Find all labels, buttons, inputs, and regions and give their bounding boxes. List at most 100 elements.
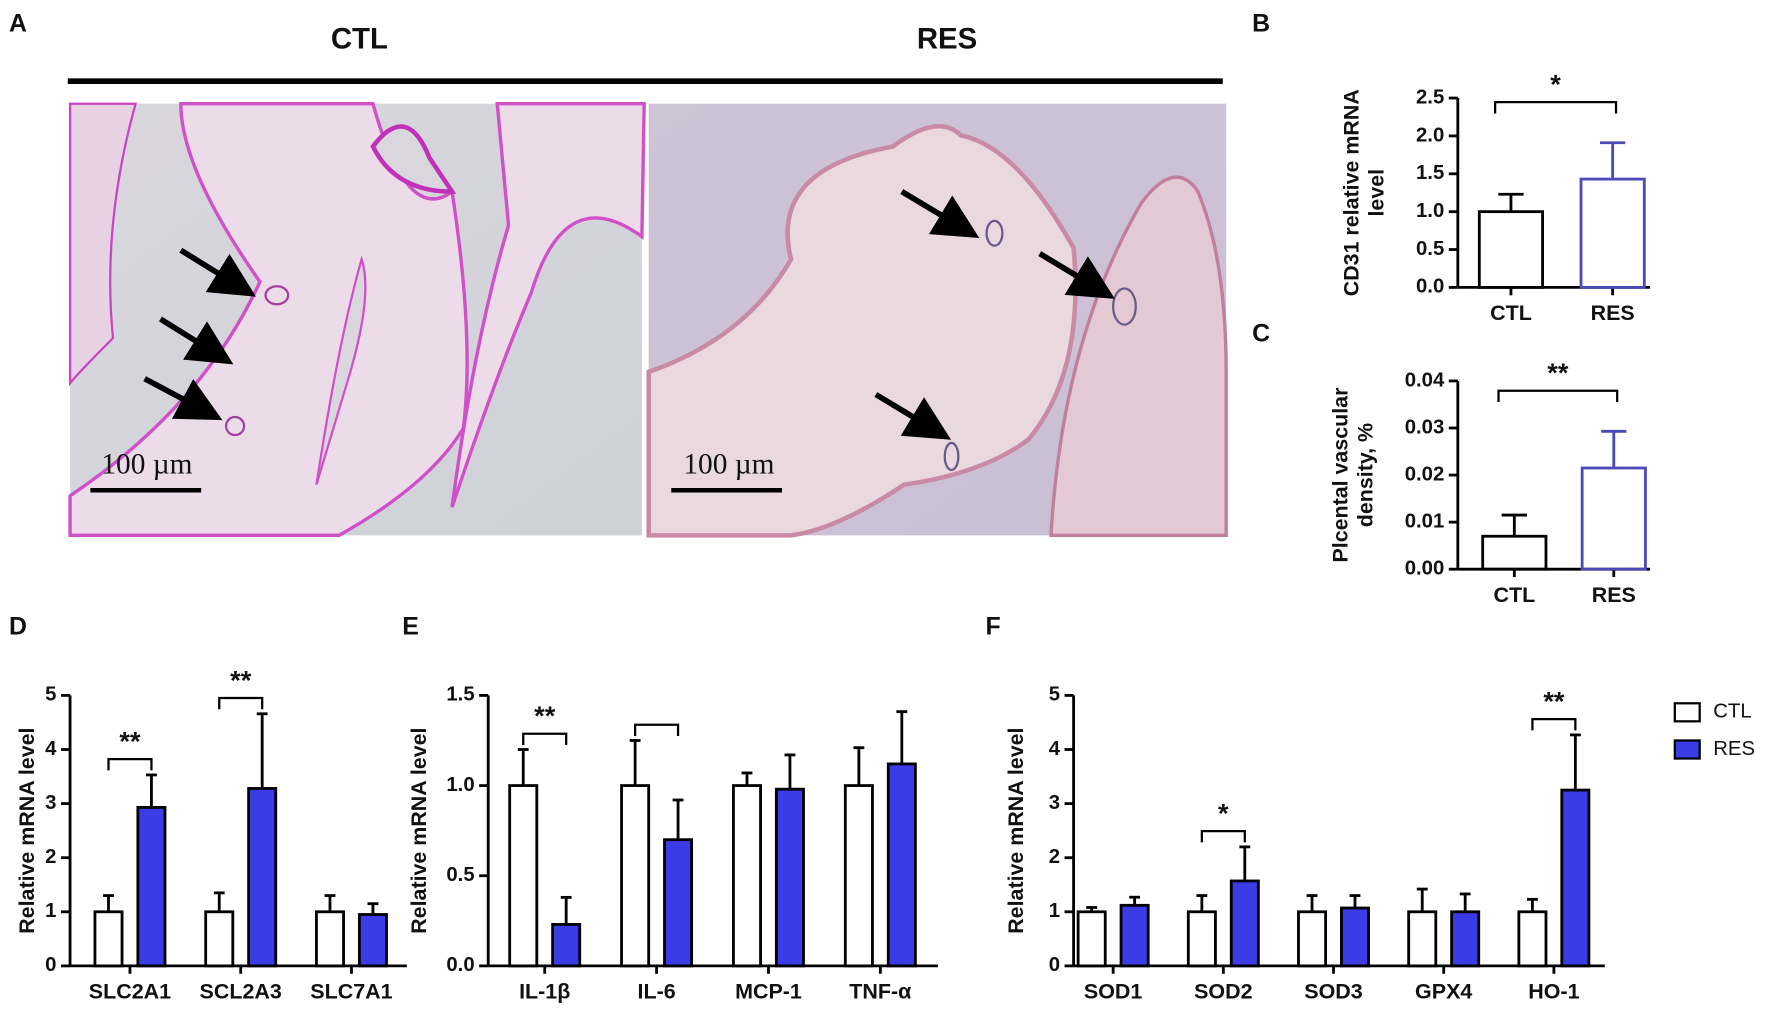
y-axis-label: Relative mRNA level: [407, 728, 431, 934]
bar: [1517, 910, 1548, 968]
bar: [1340, 906, 1370, 968]
significance-label: **: [1543, 686, 1565, 717]
tissue: [68, 102, 138, 387]
panel-label: A: [9, 10, 27, 37]
x-tick-label: SLC2A1: [89, 980, 171, 1004]
y-tick-label: 0.5: [1416, 238, 1444, 260]
bar: [1076, 910, 1107, 968]
significance-label: *: [1218, 798, 1229, 829]
x-tick-label: IL-6: [638, 980, 676, 1004]
vessel: [264, 285, 290, 306]
y-tick-label: 5: [45, 684, 56, 706]
bar: [1297, 910, 1328, 968]
x-tick-label: SOD3: [1304, 980, 1363, 1004]
x-tick-label: TNF-α: [849, 980, 911, 1004]
significance-bracket: [107, 758, 153, 771]
legend-swatch: [1673, 739, 1701, 760]
bar: [204, 910, 235, 968]
tissue: [315, 255, 367, 485]
y-tick-label: 4: [1049, 738, 1061, 760]
x-tick-label: SCL2A3: [200, 980, 282, 1004]
y-tick-label: 0.04: [1405, 369, 1445, 391]
tissue: [450, 102, 646, 508]
panel-label: C: [1252, 320, 1270, 347]
y-tick-label: 0.0: [446, 954, 474, 976]
x-tick-label: SOD1: [1084, 980, 1143, 1004]
column-title: CTL: [331, 22, 388, 55]
x-tick-label: SLC7A1: [310, 980, 392, 1004]
x-tick-label: HO-1: [1528, 980, 1579, 1004]
significance-bracket: [1497, 389, 1619, 402]
bar: [508, 784, 539, 968]
y-tick-label: 1: [1049, 900, 1060, 922]
y-tick-label: 0: [1049, 954, 1060, 976]
y-tick-label: 1.5: [446, 684, 474, 706]
bar: [315, 910, 345, 968]
y-tick-label: 2.5: [1416, 86, 1444, 108]
y-tick-label: 3: [45, 792, 56, 814]
y-axis-label: Plcental vasculardensity, %: [1328, 387, 1377, 563]
panel-label: F: [985, 613, 1000, 640]
bar: [247, 787, 278, 968]
panel-label: B: [1252, 10, 1270, 37]
bar: [551, 923, 582, 968]
bar: [1481, 534, 1548, 571]
significance-bracket: [1200, 829, 1246, 843]
bar: [843, 784, 874, 968]
vessel: [224, 415, 246, 437]
x-tick-label: MCP-1: [735, 980, 802, 1004]
significance-bracket: [1531, 717, 1577, 731]
y-axis-label: Relative mRNA level: [1004, 728, 1028, 934]
bar: [774, 787, 805, 968]
bar: [136, 805, 167, 968]
significance-label: *: [1550, 69, 1561, 100]
y-tick-label: 0.01: [1405, 510, 1445, 532]
significance-bracket: [633, 723, 680, 736]
y-tick-label: 2: [45, 846, 56, 868]
bar: [1477, 210, 1545, 289]
legend-label: CTL: [1713, 701, 1751, 723]
significance-label: **: [230, 664, 252, 695]
bar: [1580, 466, 1647, 571]
arrows: [143, 189, 1115, 440]
scale-bar-label: 100 µm: [683, 448, 774, 480]
bar: [1186, 910, 1217, 968]
tissue: [370, 124, 457, 194]
y-tick-label: 0.00: [1405, 558, 1445, 580]
tissue: [1049, 175, 1228, 538]
bar: [1450, 910, 1481, 968]
y-axis-label: Relative mRNA level: [15, 728, 39, 934]
legend-swatch: [1673, 702, 1701, 723]
bar: [1579, 177, 1646, 289]
bar: [620, 784, 651, 968]
y-tick-label: 2.0: [1416, 124, 1444, 146]
y-tick-label: 1.0: [446, 774, 474, 796]
x-tick-label: RES: [1592, 583, 1636, 607]
vessel: [943, 441, 960, 472]
bar: [357, 913, 388, 968]
y-tick-label: 2: [1049, 846, 1060, 868]
y-tick-label: 1: [45, 900, 56, 922]
bar: [1407, 910, 1438, 968]
significance-label: **: [534, 700, 556, 731]
significance-bracket: [218, 696, 264, 710]
y-tick-label: 0.5: [446, 864, 474, 886]
y-tick-label: 5: [1049, 684, 1060, 706]
y-tick-label: 0.03: [1405, 416, 1445, 438]
bar: [1229, 879, 1260, 968]
x-tick-label: CTL: [1493, 583, 1535, 607]
bar: [93, 910, 124, 968]
y-tick-label: 0.0: [1416, 276, 1444, 298]
significance-bracket: [1493, 101, 1618, 114]
legend-label: RES: [1713, 738, 1755, 760]
y-tick-label: 3: [1049, 792, 1060, 814]
significance-label: **: [1547, 357, 1569, 388]
bar: [886, 762, 917, 968]
bar: [663, 838, 694, 968]
significance-bracket: [522, 732, 568, 745]
bar: [732, 784, 762, 968]
vessel: [1112, 287, 1137, 326]
significance-label: **: [119, 726, 141, 757]
x-tick-label: CTL: [1490, 301, 1532, 325]
